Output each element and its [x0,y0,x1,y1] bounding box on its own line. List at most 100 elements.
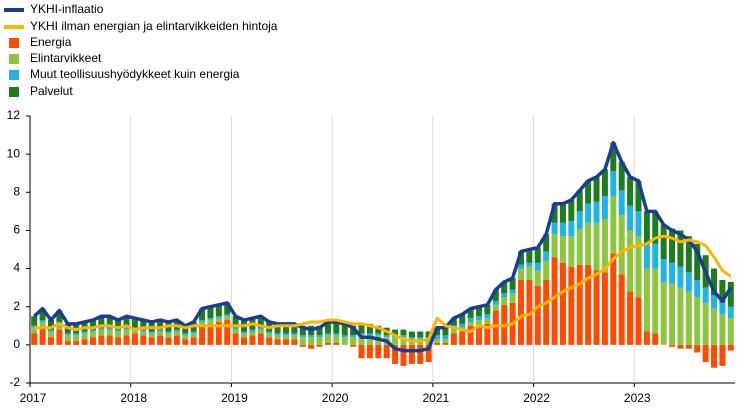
bar [249,329,256,332]
bar [266,333,273,338]
bar [417,331,424,338]
legend-swatch [9,38,19,48]
bar [685,272,692,292]
bar [350,337,357,345]
bar [601,218,608,273]
bar [585,264,592,345]
bar [291,323,298,334]
bar [358,323,365,334]
bar [501,281,508,294]
legend-label: Elintarvikkeet [30,51,102,65]
bar [627,177,634,206]
bar [627,230,634,292]
bar [89,331,96,338]
bar [711,344,718,368]
bar [324,342,331,345]
bar [274,333,281,336]
bar [182,339,189,345]
bar [140,320,147,330]
bar [509,278,516,290]
bar [585,222,592,265]
x-tick-label: 2022 [523,391,550,405]
bar [375,344,382,359]
bar [669,344,676,347]
bar [434,335,441,340]
bar [39,327,46,345]
bar [685,344,692,349]
bar [627,205,634,231]
bar [350,335,357,338]
bar [98,335,105,345]
bar [517,264,524,269]
bar [47,320,54,330]
bar [324,321,331,334]
bar [543,260,550,281]
bar [711,268,718,296]
bar [199,308,206,321]
bar [165,333,172,338]
bar [635,211,642,237]
bar [450,318,457,326]
bar [299,337,306,345]
bar [551,203,558,223]
bar [618,215,625,275]
bar [123,329,130,336]
bar [417,344,424,364]
y-tick-label: -2 [9,375,20,389]
bar [425,339,432,345]
bar [719,344,726,366]
bar [47,329,54,332]
bar [727,344,734,351]
bar [719,314,726,345]
bar [56,323,63,330]
bar [559,262,566,345]
bar [64,341,71,345]
bar [173,329,180,332]
bar [669,262,676,284]
bar [534,285,541,345]
bar [501,293,508,298]
bar [719,280,726,303]
bar [467,325,474,345]
bar [568,199,575,221]
bar [165,331,172,334]
bar [534,270,541,286]
bar [543,251,550,261]
bar [47,337,54,345]
bar [56,310,63,322]
bar [392,344,399,364]
bar [618,161,625,191]
bar [643,331,650,345]
bar [249,331,256,336]
bar [694,344,701,353]
bar [559,236,566,263]
bar [610,253,617,345]
bar [106,316,113,328]
bar [509,289,516,294]
bar [157,331,164,336]
bar [291,339,298,345]
bar [182,325,189,334]
bar [241,337,248,345]
bar [677,230,684,267]
bar [207,323,214,345]
bar [601,272,608,345]
bar [593,177,600,202]
bar [484,304,491,315]
bar [383,335,390,338]
bar [106,335,113,345]
bar [131,329,138,334]
bar [517,251,524,265]
bar [366,333,373,336]
bar [199,321,206,326]
bar [467,308,474,319]
bar [73,333,80,336]
bar [476,306,483,317]
bar [31,327,38,334]
bar [266,337,273,345]
bar [677,266,684,288]
bar [694,297,701,345]
y-tick-label: 6 [13,223,20,237]
y-tick-label: 4 [13,261,20,275]
bar [274,323,281,334]
